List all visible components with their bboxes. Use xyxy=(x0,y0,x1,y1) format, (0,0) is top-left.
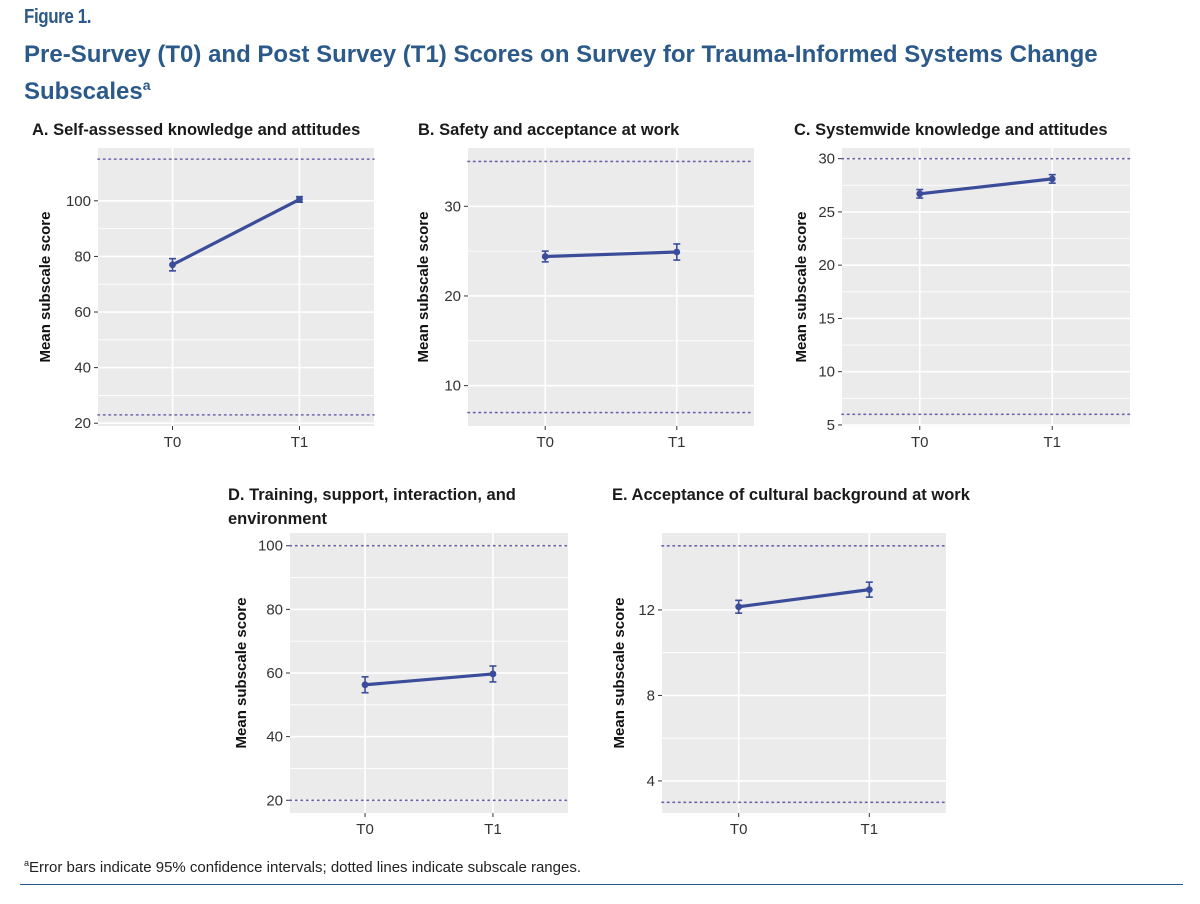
panel-e-ytick-label: 4 xyxy=(647,773,655,790)
figure-label: Figure 1. xyxy=(24,6,92,28)
panel-d-point xyxy=(489,670,497,678)
panel-b-point xyxy=(673,248,681,256)
panel-d-title: D. Training, support, interaction, and e… xyxy=(228,483,538,531)
panel-b-ytick-label: 20 xyxy=(444,288,461,305)
panel-c-plot: 5 10 15 20 25 30 T0 T1 Mean subscale score xyxy=(793,148,1131,451)
panel-b-xtick-label: T1 xyxy=(668,434,686,451)
panel-e-xtick-label: T1 xyxy=(861,821,879,838)
footnote-text: Error bars indicate 95% confidence inter… xyxy=(29,859,581,876)
panel-d-ylabel: Mean subscale score xyxy=(233,598,250,749)
panel-c-title: C. Systemwide knowledge and attitudes xyxy=(794,121,1108,139)
panel-a-ytick-label: 60 xyxy=(74,304,91,321)
panel-d-series-line xyxy=(364,672,494,687)
figure-title-text: Pre-Survey (T0) and Post Survey (T1) Sco… xyxy=(24,41,1098,105)
panel-d-point xyxy=(361,681,369,689)
panel-b-title: B. Safety and acceptance at work xyxy=(418,121,680,139)
panel-c-xtick-label: T1 xyxy=(1043,434,1061,451)
footnote: aError bars indicate 95% confidence inte… xyxy=(24,858,581,876)
panel-a-point xyxy=(296,196,303,203)
panel-c-ytick-label: 5 xyxy=(827,417,835,434)
panel-a-point xyxy=(169,261,176,269)
panel-a-xtick-label: T1 xyxy=(291,434,309,451)
panel-a-ytick-label: 80 xyxy=(74,248,91,265)
panel-e-plot: 4 8 12 T0 T1 Mean subscale score xyxy=(611,533,947,838)
panel-a-ytick-label: 100 xyxy=(66,193,91,210)
panel-e-ylabel: Mean subscale score xyxy=(611,598,628,749)
panel-e-ytick-label: 12 xyxy=(638,602,655,619)
panel-c-point xyxy=(1048,175,1056,183)
panel-c-ytick-label: 25 xyxy=(818,204,835,221)
panel-c-ytick-label: 30 xyxy=(818,151,835,168)
panel-e-ytick-label: 8 xyxy=(647,687,655,704)
panel-a-ytick-label: 40 xyxy=(74,360,91,377)
panel-c-xtick-label: T0 xyxy=(911,434,929,451)
panel-b-point xyxy=(541,253,549,260)
panel-a-series-line xyxy=(171,198,301,267)
panel-a-background xyxy=(98,148,374,426)
figure-title: Pre-Survey (T0) and Post Survey (T1) Sco… xyxy=(24,40,1174,107)
panel-a-title: A. Self-assessed knowledge and attitudes xyxy=(32,121,361,139)
panel-b-ylabel: Mean subscale score xyxy=(415,212,432,363)
panel-c-ylabel: Mean subscale score xyxy=(793,212,810,363)
panel-b-plot: 10 20 30 T0 T1 Mean subscale score xyxy=(415,148,755,451)
bottom-rule xyxy=(20,884,1183,885)
panel-d-ytick-label: 100 xyxy=(258,538,283,555)
panel-e-xtick-label: T0 xyxy=(730,821,748,838)
panel-e-title: E. Acceptance of cultural background at … xyxy=(612,486,970,504)
panel-c-ytick-label: 10 xyxy=(818,364,835,381)
panel-d-ytick-label: 60 xyxy=(266,665,283,682)
panel-d-ytick-label: 80 xyxy=(266,601,283,618)
panel-a-plot: 20 40 60 80 100 T0 T1 Mean subscale score xyxy=(37,148,375,451)
panel-c-ytick-label: 15 xyxy=(818,310,835,327)
panel-d-xtick-label: T0 xyxy=(356,821,374,838)
panel-d-ytick-label: 40 xyxy=(266,729,283,746)
footnote-marker: a xyxy=(24,858,30,868)
panel-e-point xyxy=(865,586,873,594)
panel-b-xtick-label: T0 xyxy=(536,434,554,451)
panel-c-ytick-label: 20 xyxy=(818,257,835,274)
panel-d-title-text: D. Training, support, interaction, and e… xyxy=(228,486,516,528)
panel-a-ylabel: Mean subscale score xyxy=(37,212,54,363)
panel-b-ytick-label: 10 xyxy=(444,378,461,395)
panel-c-point xyxy=(916,190,924,198)
title-superscript: a xyxy=(142,77,151,93)
panel-b-series-line xyxy=(545,250,677,259)
panel-e-background xyxy=(662,533,946,813)
panel-e-series-line xyxy=(738,588,870,609)
panel-d-plot: 20 40 60 80 100 T0 T1 Mean subscale score xyxy=(233,533,569,838)
panel-d-ytick-label: 20 xyxy=(266,792,283,809)
panel-a-xtick-label: T0 xyxy=(164,434,182,451)
panel-d-xtick-label: T1 xyxy=(484,821,502,838)
panel-b-ytick-label: 30 xyxy=(444,198,461,215)
panel-c-background xyxy=(842,148,1130,426)
panel-b-background xyxy=(468,148,754,426)
panel-c-series-line xyxy=(919,177,1053,196)
panel-e-point xyxy=(735,603,743,611)
panel-a-ytick-label: 20 xyxy=(74,415,91,432)
